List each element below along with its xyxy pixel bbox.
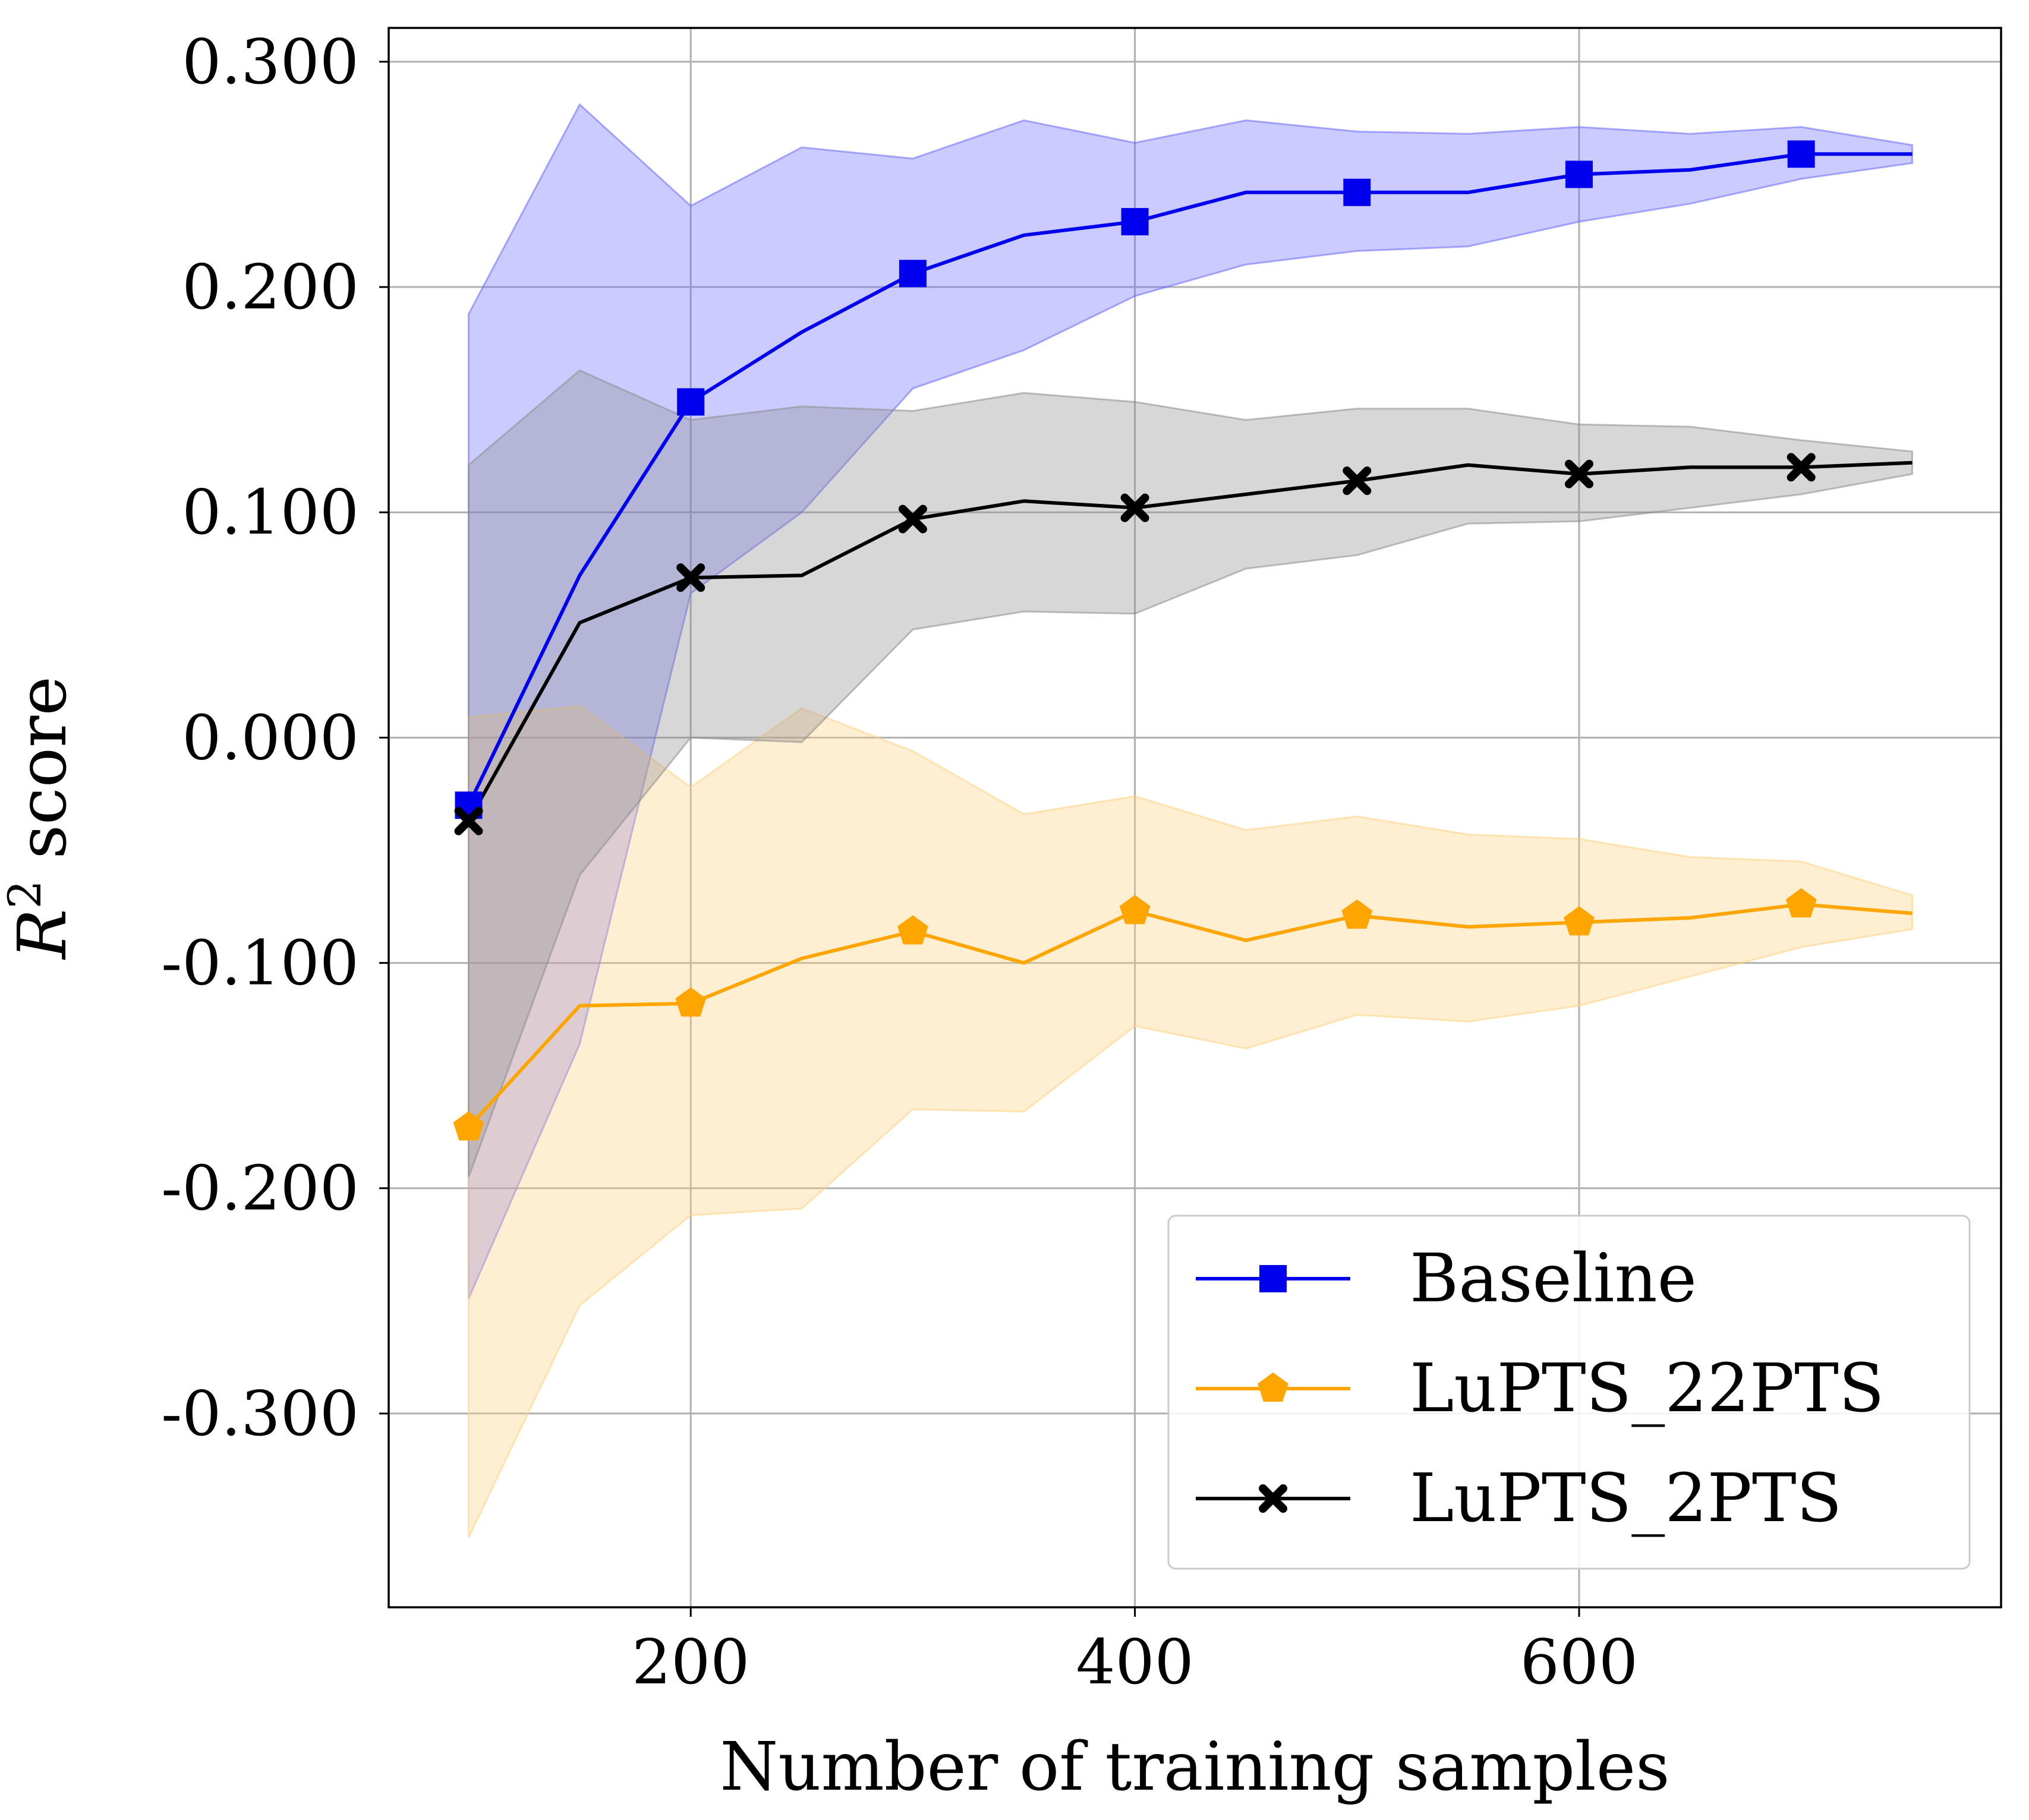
band-lupts-2pts bbox=[468, 369, 1913, 1178]
legend-label-baseline: Baseline bbox=[1410, 1240, 1697, 1317]
marker-lupts-2pts bbox=[454, 806, 483, 835]
marker-baseline bbox=[1121, 208, 1149, 236]
y-axis-label-suffix: score bbox=[4, 676, 81, 880]
marker-baseline bbox=[1787, 140, 1815, 168]
series-lines bbox=[467, 152, 1913, 1129]
marker-lupts-22pts bbox=[1785, 888, 1817, 917]
y-tick-label: 0.100 bbox=[182, 476, 359, 548]
axis-ticks: 200 400 600 0.300 0.200 0.100 0.000 -0.100 -0.20… bbox=[161, 26, 1638, 1698]
x-tick-label: 600 bbox=[1520, 1626, 1639, 1698]
marker-lupts-22pts bbox=[1564, 906, 1595, 936]
y-axis-label-base: R bbox=[4, 909, 81, 960]
legend-label-lupts-22pts: LuPTS_22PTS bbox=[1410, 1350, 1885, 1427]
marker-lupts-22pts bbox=[1341, 899, 1373, 929]
y-tick-label: -0.100 bbox=[161, 927, 359, 999]
y-axis-label-superscript: 2 bbox=[0, 880, 51, 909]
legend-box bbox=[1167, 1215, 1971, 1570]
marker-lupts-2pts bbox=[676, 563, 705, 592]
marker-baseline bbox=[1565, 160, 1593, 188]
line-baseline bbox=[467, 152, 1913, 806]
legend-marker-lupts-22pts bbox=[1258, 1372, 1288, 1402]
x-tick-label: 400 bbox=[1076, 1626, 1194, 1698]
legend: Baseline LuPTS_22PTS LuPTS_2PTS bbox=[1167, 1215, 1971, 1570]
marker-lupts-22pts bbox=[897, 915, 928, 945]
legend-marker-lupts-2pts bbox=[1259, 1484, 1287, 1513]
band-baseline bbox=[468, 103, 1913, 1299]
marker-lupts-22pts bbox=[675, 987, 707, 1017]
plot-frame bbox=[387, 27, 2002, 1608]
y-tick-label: -0.300 bbox=[161, 1377, 359, 1450]
marker-baseline bbox=[677, 388, 705, 416]
marker-lupts-22pts bbox=[453, 1111, 484, 1141]
y-axis-label: R2 score bbox=[0, 676, 81, 960]
y-tick-label: -0.200 bbox=[161, 1152, 359, 1225]
marker-baseline bbox=[899, 260, 927, 288]
band-lupts-22pts bbox=[468, 705, 1913, 1538]
series-markers bbox=[453, 140, 1817, 1141]
y-tick-label: 0.000 bbox=[182, 701, 359, 774]
marker-lupts-2pts bbox=[1564, 459, 1593, 488]
marker-lupts-2pts bbox=[898, 504, 927, 534]
marker-baseline bbox=[1343, 178, 1371, 206]
y-tick-label: 0.300 bbox=[182, 26, 359, 98]
line-lupts-2pts bbox=[467, 460, 1913, 822]
line-lupts-22pts bbox=[467, 903, 1913, 1129]
legend-marker-baseline bbox=[1259, 1265, 1287, 1292]
marker-lupts-22pts bbox=[1119, 895, 1151, 925]
y-tick-label: 0.200 bbox=[182, 251, 359, 323]
x-axis-label: Number of training samples bbox=[720, 1728, 1669, 1806]
x-tick-label: 200 bbox=[632, 1626, 750, 1698]
confidence-bands bbox=[468, 103, 1913, 1538]
legend-label-lupts-2pts: LuPTS_2PTS bbox=[1410, 1460, 1842, 1537]
marker-lupts-2pts bbox=[1343, 466, 1372, 496]
marker-lupts-2pts bbox=[1120, 493, 1149, 522]
marker-lupts-2pts bbox=[1787, 453, 1816, 482]
